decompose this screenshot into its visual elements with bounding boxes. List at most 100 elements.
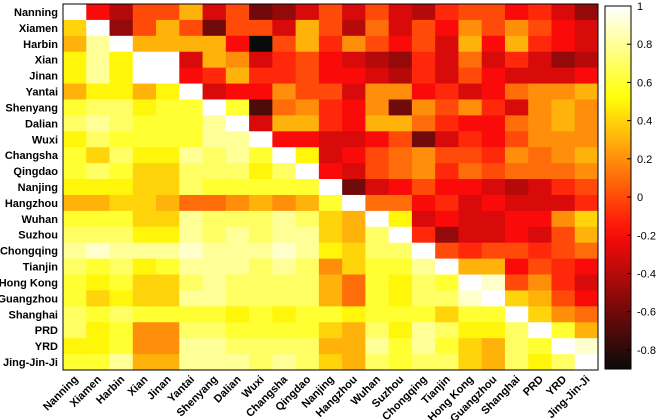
heatmap-cell [202,354,227,371]
heatmap-cell [481,67,506,84]
heatmap-cell [63,226,87,244]
heatmap-cell [295,354,320,371]
heatmap-cell [249,19,273,37]
heatmap-cell [272,194,297,212]
heatmap-cell [249,354,273,371]
heatmap-cell [481,35,506,53]
heatmap-cell [295,99,320,116]
heatmap-cell [365,83,390,100]
heatmap-cell [551,19,576,37]
heatmap-cell [458,131,483,148]
heatmap-cell [225,19,250,37]
heatmap-cell [86,354,110,371]
heatmap-cell [411,306,436,323]
heatmap-cell [528,35,552,53]
heatmap-cell [435,35,459,53]
heatmap-cell [411,290,436,307]
heatmap-cell [295,258,320,275]
colorbar-tick-label: 0.6 [637,77,652,89]
heatmap-cell [574,67,599,84]
heatmap-cell [504,51,529,69]
heatmap-cell [295,163,320,180]
heatmap-cell [435,51,459,69]
heatmap-cell [318,4,343,21]
heatmap-cell [551,322,576,339]
heatmap-cell [388,163,413,180]
heatmap-cell [272,4,297,21]
heatmap-cell [63,354,87,371]
heatmap-cell [458,99,483,116]
heatmap-cell [63,306,87,323]
heatmap-cell [411,226,436,244]
heatmap-cell [132,210,157,228]
y-tick-label: Jinan [29,71,58,83]
heatmap-cell [435,354,459,371]
heatmap-cell [63,35,87,53]
heatmap-cell [504,226,529,244]
heatmap-cell [63,179,87,196]
heatmap-cell [388,83,413,100]
heatmap-cell [318,147,343,164]
heatmap-cell [504,131,529,148]
heatmap-cell [574,194,599,212]
x-axis-labels: NanningXiamenHarbinXianJinanYantaiShenya… [41,373,592,420]
heatmap-cell [202,194,227,212]
heatmap-cell [132,354,157,371]
heatmap-cell [156,99,180,116]
heatmap-cell [411,4,436,21]
heatmap-cell [551,51,576,69]
heatmap-cell [574,306,599,323]
heatmap-cell [435,274,459,291]
heatmap-cell [225,99,250,116]
heatmap-cell [481,306,506,323]
heatmap-cell [272,306,297,323]
heatmap-cell [179,194,203,212]
heatmap-cell [202,338,227,355]
heatmap-cell [504,99,529,116]
heatmap-cell [109,354,134,371]
heatmap-cell [249,306,273,323]
heatmap-cell [272,115,297,132]
heatmap-cell [63,258,87,275]
heatmap-cell [411,51,436,69]
heatmap-cell [388,210,413,228]
heatmap-cell [365,226,390,244]
heatmap-cell [504,210,529,228]
heatmap-cell [318,226,343,244]
heatmap-cell [225,194,250,212]
heatmap-cell [295,131,320,148]
heatmap-cell [458,83,483,100]
heatmap-cell [342,147,366,164]
heatmap-cell [504,242,529,260]
heatmap-cell [574,322,599,339]
heatmap-cell [388,242,413,260]
heatmap-cell [86,131,110,148]
heatmap-cell [179,83,203,100]
heatmap-cell [109,226,134,244]
heatmap-cell [179,322,203,339]
heatmap-cell [156,210,180,228]
heatmap-cell [272,83,297,100]
heatmap-cell [458,179,483,196]
heatmap-cell [249,35,273,53]
heatmap-cell [318,67,343,84]
heatmap-cell [272,163,297,180]
heatmap-cell [132,99,157,116]
heatmap-cell [295,35,320,53]
heatmap-cell [86,258,110,275]
heatmap-cell [295,242,320,260]
heatmap-cell [272,210,297,228]
heatmap-cell [318,163,343,180]
heatmap-cell [272,322,297,339]
heatmap-cell [318,290,343,307]
heatmap-cell [435,4,459,21]
heatmap-cell [551,210,576,228]
heatmap-cell [388,35,413,53]
heatmap-cell [202,4,227,21]
heatmap-cell [481,147,506,164]
heatmap-cell [435,258,459,275]
heatmap-cell [249,147,273,164]
heatmap-cell [86,147,110,164]
heatmap-cell [388,194,413,212]
heatmap-cell [411,322,436,339]
